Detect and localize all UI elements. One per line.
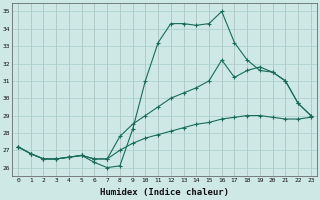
- X-axis label: Humidex (Indice chaleur): Humidex (Indice chaleur): [100, 188, 229, 197]
